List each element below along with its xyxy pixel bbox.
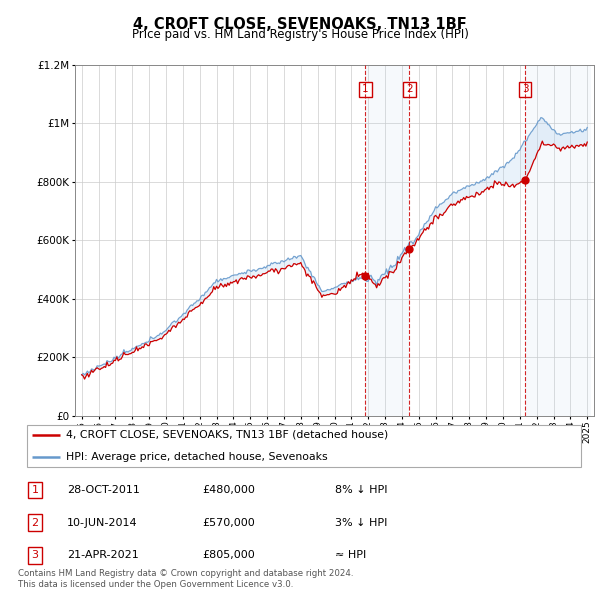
Text: 3: 3 <box>32 550 38 560</box>
Text: 2: 2 <box>31 517 38 527</box>
Text: £805,000: £805,000 <box>202 550 255 560</box>
FancyBboxPatch shape <box>27 425 581 467</box>
Bar <box>525 65 590 416</box>
Text: 3: 3 <box>522 84 529 94</box>
Text: 28-OCT-2011: 28-OCT-2011 <box>67 485 140 495</box>
Text: £570,000: £570,000 <box>202 517 255 527</box>
Text: 4, CROFT CLOSE, SEVENOAKS, TN13 1BF (detached house): 4, CROFT CLOSE, SEVENOAKS, TN13 1BF (det… <box>66 430 388 440</box>
Text: ≈ HPI: ≈ HPI <box>335 550 366 560</box>
Text: £480,000: £480,000 <box>202 485 255 495</box>
Text: 8% ↓ HPI: 8% ↓ HPI <box>335 485 387 495</box>
Text: 1: 1 <box>32 485 38 495</box>
Text: Price paid vs. HM Land Registry's House Price Index (HPI): Price paid vs. HM Land Registry's House … <box>131 28 469 41</box>
Text: Contains HM Land Registry data © Crown copyright and database right 2024.
This d: Contains HM Land Registry data © Crown c… <box>18 569 353 589</box>
Bar <box>365 65 409 416</box>
Text: 1: 1 <box>362 84 368 94</box>
Text: 21-APR-2021: 21-APR-2021 <box>67 550 139 560</box>
Text: 4, CROFT CLOSE, SEVENOAKS, TN13 1BF: 4, CROFT CLOSE, SEVENOAKS, TN13 1BF <box>133 17 467 31</box>
Text: 3% ↓ HPI: 3% ↓ HPI <box>335 517 387 527</box>
Text: 2: 2 <box>406 84 413 94</box>
Text: 10-JUN-2014: 10-JUN-2014 <box>67 517 137 527</box>
Text: HPI: Average price, detached house, Sevenoaks: HPI: Average price, detached house, Seve… <box>66 452 328 462</box>
